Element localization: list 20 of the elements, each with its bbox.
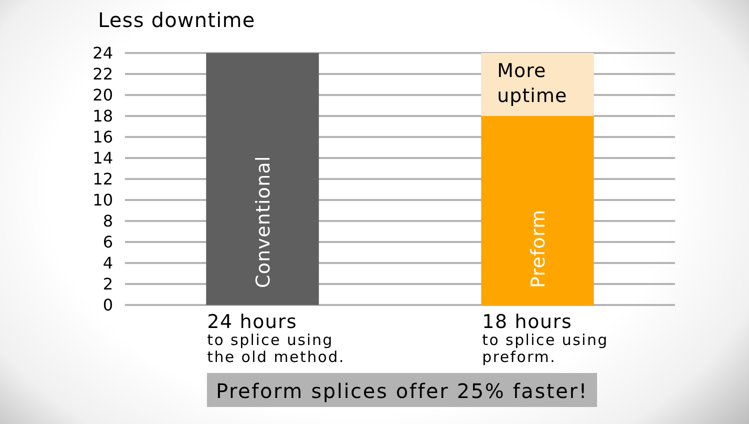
series-label: More uptime [497,60,568,107]
y-tick-label: 2 [102,274,113,294]
chart-title: Less downtime [98,8,256,32]
y-tick-label: 8 [102,212,113,230]
y-tick-label: 0 [102,296,113,314]
series-label: Preform [528,209,550,288]
y-tick-label: 12 [92,170,113,188]
y-tick-label: 14 [92,148,113,168]
x-tick-label: 24 hours to splice using the old method. [207,311,345,366]
y-tick-label: 20 [92,86,113,104]
y-tick-label: 16 [92,128,113,146]
y-tick-label: 22 [92,64,113,84]
y-tick-label: 4 [102,254,113,272]
series-label: Conventional [252,156,274,288]
y-tick-label: 6 [102,232,113,252]
y-tick-label: 18 [92,106,113,126]
x-tick-label: 18 hours to splice using preform. [482,311,608,366]
y-tick-label: 24 [92,44,113,62]
y-tick-label: 10 [92,190,113,210]
text: Preform splices offer 25% faster! [216,379,588,403]
